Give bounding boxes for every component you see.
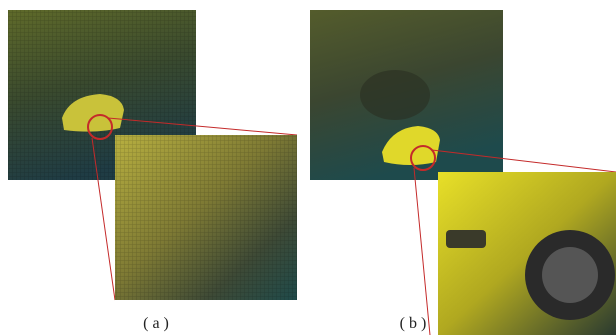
rim	[542, 247, 598, 303]
panel-label: ( a )	[143, 315, 169, 332]
figure: ( a ) ( b )	[0, 0, 616, 335]
artifact-texture	[115, 135, 297, 300]
shadow	[360, 70, 430, 120]
panel-label: ( b )	[400, 315, 427, 332]
zoom-line	[414, 168, 430, 335]
headlight	[446, 230, 486, 248]
